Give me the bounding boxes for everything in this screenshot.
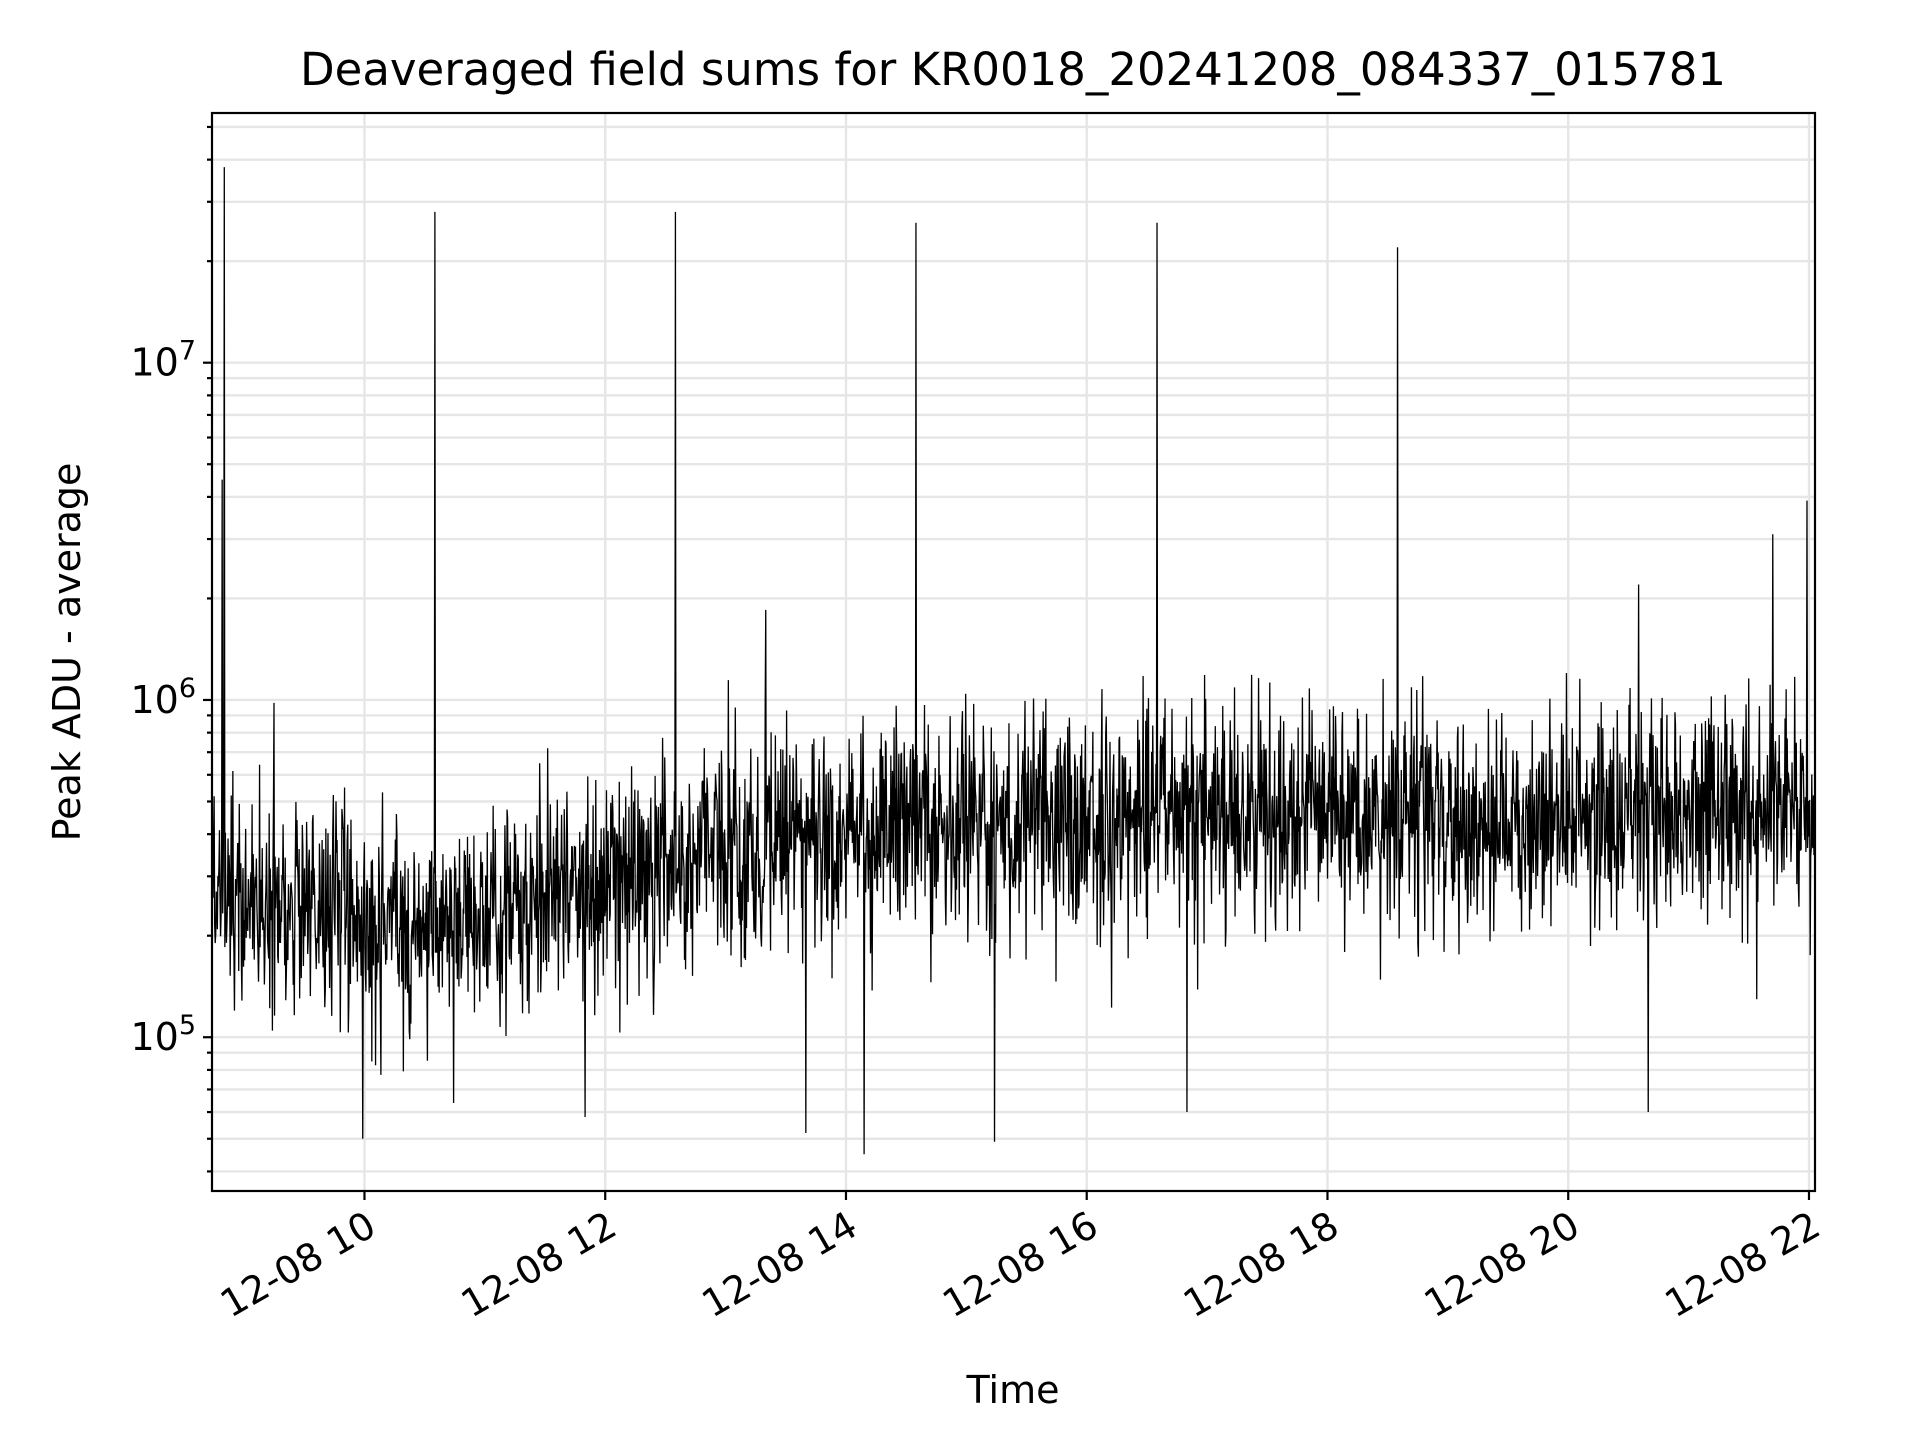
y-axis-label: Peak ADU - average (45, 463, 89, 842)
x-axis-label: Time (966, 1368, 1060, 1412)
chart-title: Deaveraged field sums for KR0018_2024120… (300, 43, 1726, 96)
